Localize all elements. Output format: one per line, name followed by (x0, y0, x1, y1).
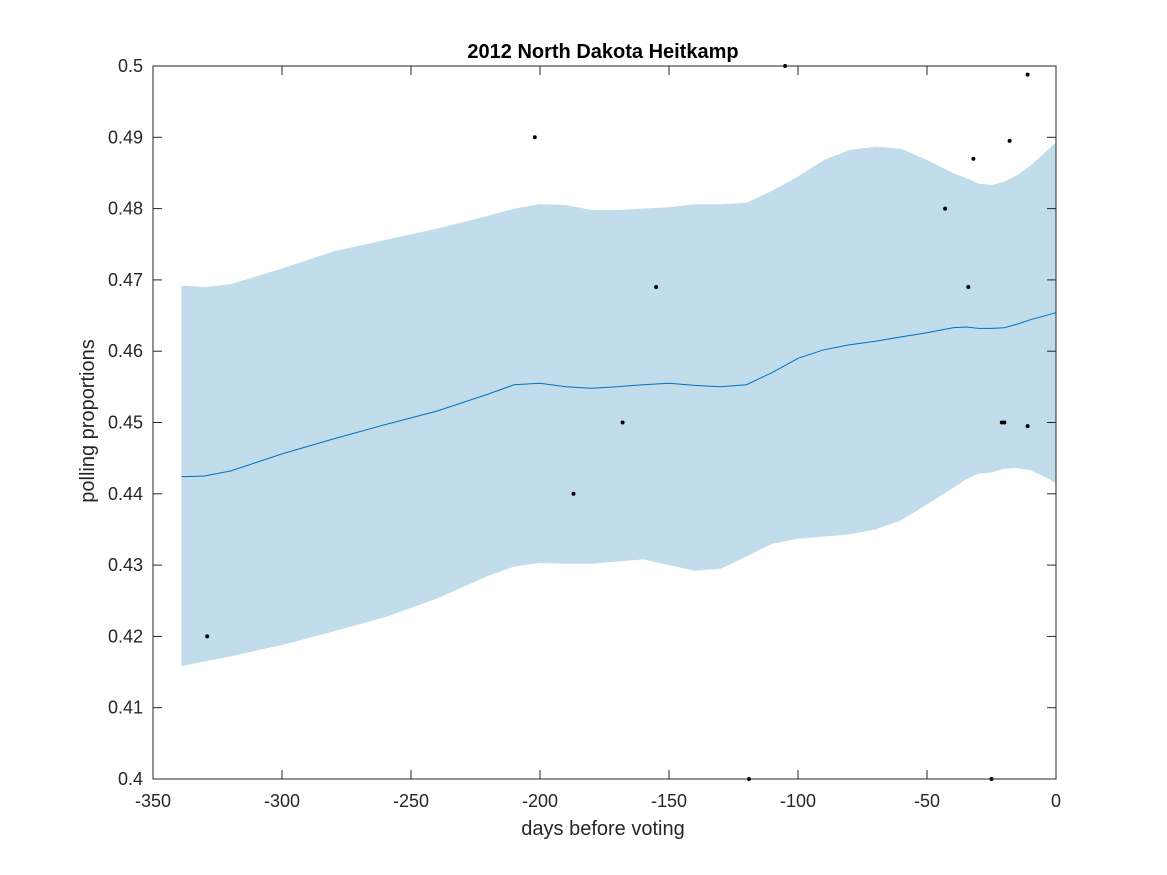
y-tick-label: 0.45 (108, 413, 143, 433)
trend-line-layer (181, 312, 1057, 478)
poll-point (1007, 138, 1012, 143)
trend-line (181, 312, 1057, 478)
poll-point (654, 285, 659, 289)
poll-point (620, 420, 625, 425)
y-tick-label: 0.49 (108, 127, 143, 147)
y-tick-label: 0.4 (118, 769, 143, 789)
y-tick-label: 0.42 (108, 626, 143, 646)
x-tick-label: -350 (135, 791, 171, 811)
poll-point (971, 156, 976, 161)
y-axis-label: polling proportions (77, 339, 99, 502)
chart-title: 2012 North Dakota Heitkamp (467, 41, 738, 63)
x-tick-label: -100 (780, 791, 816, 811)
x-tick-label: 0 (1051, 791, 1061, 811)
confidence-band-layer (181, 142, 1056, 667)
y-axis-ticks: 0.4 0.41 0.42 0.43 0.44 0.45 0.46 0.47 0.48 0.49 0… (108, 56, 1056, 789)
x-tick-label: -150 (651, 791, 687, 811)
x-axis-ticks: -350 -300 -250 -200 -150 -100 -50 0 (135, 66, 1061, 811)
x-axis-label: days before voting (521, 818, 684, 840)
poll-point (571, 491, 576, 496)
poll-point (1025, 424, 1030, 429)
poll-point (1002, 420, 1007, 425)
y-tick-label: 0.5 (118, 56, 143, 76)
poll-point (532, 135, 537, 140)
poll-point (943, 206, 948, 211)
poll-point (966, 285, 971, 289)
x-tick-label: -250 (393, 791, 429, 811)
x-tick-label: -200 (522, 791, 558, 811)
y-tick-label: 0.44 (108, 484, 143, 504)
x-tick-label: -300 (264, 791, 300, 811)
poll-point (1025, 72, 1030, 77)
confidence-band (181, 142, 1056, 667)
x-tick-label: -50 (914, 791, 940, 811)
poll-point (205, 634, 210, 639)
y-tick-label: 0.46 (108, 341, 143, 361)
y-tick-label: 0.48 (108, 199, 143, 219)
y-tick-label: 0.43 (108, 555, 143, 575)
y-tick-label: 0.47 (108, 270, 143, 290)
y-tick-label: 0.41 (108, 698, 143, 718)
